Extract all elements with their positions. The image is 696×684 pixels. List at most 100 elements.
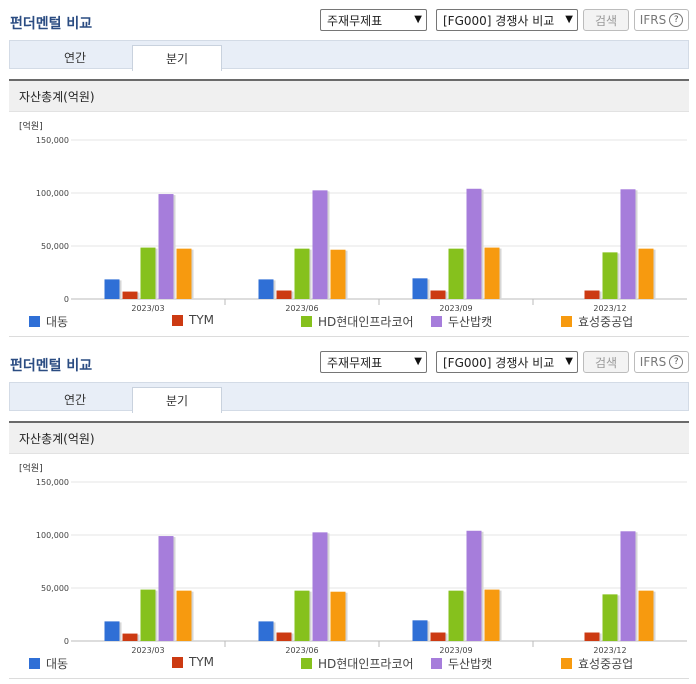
bar <box>294 590 310 641</box>
legend-label: TYM <box>189 313 215 327</box>
bar <box>466 188 482 299</box>
ifrs-label: IFRS <box>639 355 667 369</box>
statement-select-value: 주재무제표 <box>327 355 383 370</box>
ifrs-help-button[interactable]: IFRS ? <box>634 9 689 31</box>
bar <box>584 632 600 641</box>
bar <box>602 252 618 299</box>
question-icon: ? <box>669 13 684 27</box>
legend-swatch <box>561 316 572 327</box>
bar <box>638 248 654 299</box>
question-icon: ? <box>669 355 684 369</box>
ifrs-help-button[interactable]: IFRS ? <box>634 351 689 373</box>
bar <box>158 536 174 641</box>
fundamental-panel-1: 펀더멘털 비교 주재무제표 ▼ [FG000] 경쟁사 비교 ▼ 검색 IFRS… <box>9 9 689 337</box>
legend-label: TYM <box>189 655 215 669</box>
bar <box>258 279 274 299</box>
x-tick-label: 2023/06 <box>285 646 318 655</box>
legend-label: 두산밥캣 <box>448 315 493 329</box>
statement-select[interactable]: 주재무제표 ▼ <box>320 9 427 31</box>
legend-swatch <box>561 658 572 669</box>
legend-swatch <box>29 316 40 327</box>
chart-legend: 대동 TYM HD현대인프라코어 두산밥캣 효성중공업 <box>29 313 689 333</box>
section-title: 자산총계(억원) <box>9 423 689 454</box>
x-tick-label: 2023/12 <box>593 646 626 655</box>
bar <box>484 247 500 299</box>
bar <box>312 532 328 641</box>
legend-item[interactable]: TYM <box>172 655 214 669</box>
bar <box>466 530 482 641</box>
statement-select-value: 주재무제표 <box>327 13 383 28</box>
legend-item[interactable]: 대동 <box>29 313 68 330</box>
bar <box>584 290 600 299</box>
panel-title: 펀더멘털 비교 <box>10 16 93 32</box>
bar <box>620 189 636 299</box>
tab-annual[interactable]: 연간 <box>63 393 87 407</box>
y-unit-label: [억원] <box>19 462 43 474</box>
bar <box>276 632 292 641</box>
compare-select[interactable]: [FG000] 경쟁사 비교 ▼ <box>436 351 578 373</box>
legend-swatch <box>301 658 312 669</box>
y-tick-label: 50,000 <box>41 584 69 593</box>
bar <box>140 589 156 641</box>
search-button[interactable]: 검색 <box>583 9 629 31</box>
period-tabs: 연간 분기 <box>9 382 689 413</box>
panel-title: 펀더멘털 비교 <box>10 358 93 374</box>
y-tick-label: 150,000 <box>36 136 69 145</box>
y-tick-label: 100,000 <box>36 189 69 198</box>
bar <box>140 247 156 299</box>
legend-label: 효성중공업 <box>578 657 634 671</box>
bar <box>294 248 310 299</box>
legend-item[interactable]: HD현대인프라코어 <box>301 655 414 672</box>
bar-chart: [억원] 0 50,000 100,000 150,000 2023/03 2023/06 2… <box>19 120 687 313</box>
legend-item[interactable]: 효성중공업 <box>561 313 633 330</box>
bar <box>412 278 428 299</box>
bar <box>330 591 346 641</box>
bar <box>448 248 464 299</box>
legend-item[interactable]: TYM <box>172 313 214 327</box>
legend-swatch <box>172 656 183 668</box>
y-tick-label: 100,000 <box>36 531 69 540</box>
legend-swatch <box>431 658 442 669</box>
y-tick-label: 150,000 <box>36 478 69 487</box>
legend-item[interactable]: 대동 <box>29 655 68 672</box>
y-unit-label: [억원] <box>19 120 43 132</box>
compare-select[interactable]: [FG000] 경쟁사 비교 ▼ <box>436 9 578 31</box>
search-button[interactable]: 검색 <box>583 351 629 373</box>
bar <box>104 621 120 641</box>
chevron-down-icon: ▼ <box>565 14 573 25</box>
bar <box>430 290 446 299</box>
bar <box>620 531 636 641</box>
x-tick-label: 2023/09 <box>439 304 472 313</box>
tab-quarterly[interactable]: 분기 <box>132 387 222 413</box>
tab-quarterly[interactable]: 분기 <box>132 45 222 71</box>
legend-item[interactable]: 두산밥캣 <box>431 655 492 672</box>
legend-label: 효성중공업 <box>578 315 634 329</box>
bar <box>448 590 464 641</box>
chart-section: 자산총계(억원) [억원] 0 50,000 100,000 150,000 2023/0… <box>9 421 689 679</box>
legend-label: 대동 <box>46 657 69 671</box>
legend-swatch <box>301 316 312 327</box>
x-tick-label: 2023/03 <box>131 646 164 655</box>
bar <box>258 621 274 641</box>
tab-annual[interactable]: 연간 <box>63 51 87 65</box>
period-tabs: 연간 분기 <box>9 40 689 71</box>
y-tick-label: 0 <box>64 295 69 304</box>
legend-label: HD현대인프라코어 <box>318 657 414 671</box>
bar <box>176 590 192 641</box>
bar <box>122 291 138 299</box>
bar <box>330 249 346 299</box>
legend-item[interactable]: 두산밥캣 <box>431 313 492 330</box>
chevron-down-icon: ▼ <box>414 14 422 25</box>
chart-section: 자산총계(억원) [억원] 0 50,000 100,000 150,000 2023/0… <box>9 79 689 337</box>
compare-select-value: [FG000] 경쟁사 비교 <box>443 13 555 28</box>
chevron-down-icon: ▼ <box>414 356 422 367</box>
bar-chart: [억원] 0 50,000 100,000 150,000 2023/03 2023/06 2… <box>19 462 687 655</box>
x-tick-label: 2023/12 <box>593 304 626 313</box>
legend-item[interactable]: HD현대인프라코어 <box>301 313 414 330</box>
chevron-down-icon: ▼ <box>565 356 573 367</box>
x-tick-label: 2023/09 <box>439 646 472 655</box>
statement-select[interactable]: 주재무제표 ▼ <box>320 351 427 373</box>
legend-item[interactable]: 효성중공업 <box>561 655 633 672</box>
y-tick-label: 50,000 <box>41 242 69 251</box>
bar <box>412 620 428 641</box>
